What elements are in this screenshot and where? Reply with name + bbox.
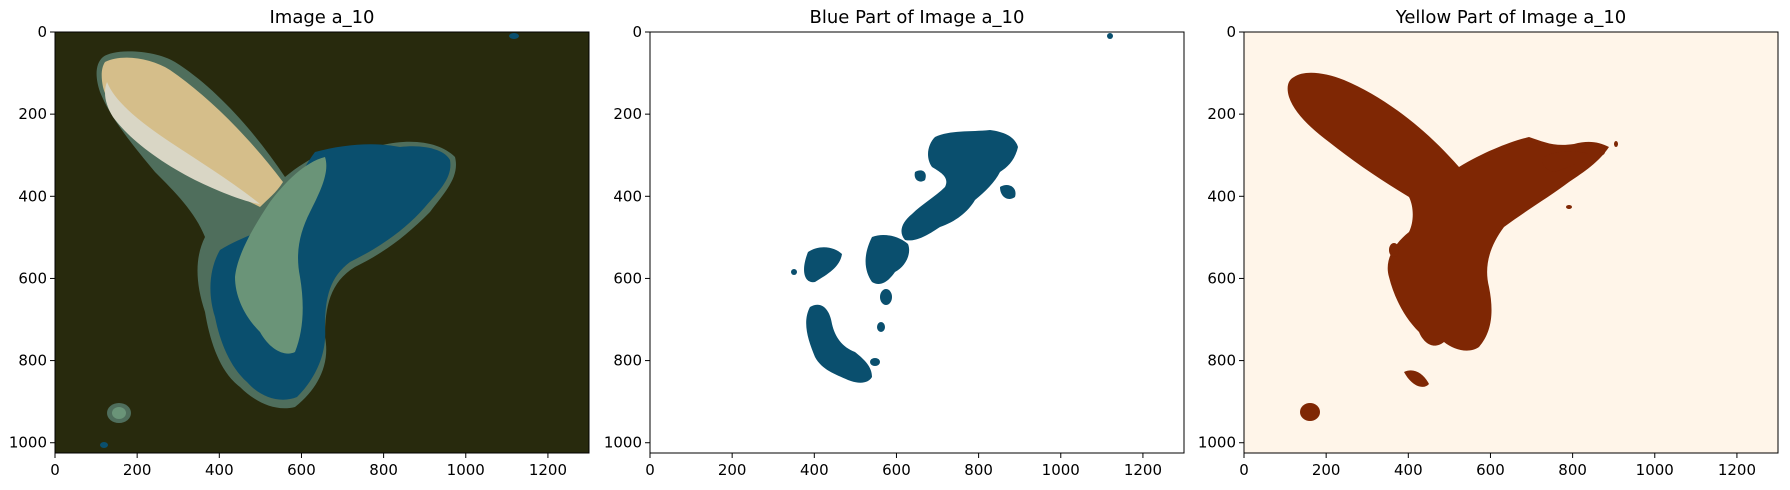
mask-lower-blob: [806, 304, 872, 383]
y-tick-label: 0: [37, 23, 47, 41]
mask-upper-small: [914, 170, 926, 182]
x-tick-label: 1000: [1636, 461, 1674, 479]
mask-right-blob: [1000, 185, 1016, 199]
y-axis: 0 200 400 600 800 1000: [9, 23, 55, 452]
x-tick-label: 600: [1476, 461, 1505, 479]
mask-middle-blob: [865, 234, 910, 284]
mask-speck: [1566, 205, 1572, 209]
x-tick-label: 1200: [1124, 461, 1162, 479]
x-tick-label: 600: [287, 461, 316, 479]
y-tick-label: 800: [18, 352, 47, 370]
object-tiny-blob: [509, 33, 519, 39]
x-tick-label: 400: [800, 461, 829, 479]
y-tick-label: 400: [18, 187, 47, 205]
x-tick-label: 1000: [447, 461, 485, 479]
mask-speck: [870, 358, 880, 366]
mask-speck: [1599, 149, 1605, 155]
y-tick-label: 800: [1207, 352, 1236, 370]
object-beige-arm: [101, 57, 283, 208]
axes-frame: [54, 31, 590, 454]
mask-main-shape: [1287, 72, 1609, 351]
x-tick-label: 0: [645, 461, 655, 479]
x-tick-label: 1200: [529, 461, 567, 479]
mask-speck: [877, 322, 885, 332]
y-tick-label: 200: [18, 105, 47, 123]
mask-lower-fragment: [1404, 370, 1429, 387]
panel-yellow-part: Yellow Part of Image a_10 0 200 400 600 800 1…: [1198, 7, 1779, 479]
x-axis: 0 200 400 600 800 1000 1200: [50, 453, 567, 479]
mask-left-blob: [804, 247, 842, 283]
object-small-blob-core: [112, 407, 126, 419]
mask-speck: [1614, 141, 1618, 147]
x-tick-label: 1200: [1718, 461, 1756, 479]
y-tick-label: 800: [613, 352, 642, 370]
y-tick-label: 0: [632, 23, 642, 41]
panel-title: Yellow Part of Image a_10: [1395, 7, 1627, 28]
x-tick-label: 0: [1239, 461, 1249, 479]
y-tick-label: 400: [613, 187, 642, 205]
panel-title: Image a_10: [269, 7, 374, 28]
x-axis: 0 200 400 600 800 1000 1200: [645, 453, 1162, 479]
mask-speck: [791, 269, 797, 275]
x-tick-label: 600: [882, 461, 911, 479]
x-tick-label: 0: [50, 461, 60, 479]
x-tick-label: 800: [369, 461, 398, 479]
mask-right-fragment: [1542, 151, 1589, 172]
object-green-region: [235, 157, 327, 354]
image-background: [650, 32, 1184, 453]
mask-speck: [880, 289, 892, 305]
y-tick-label: 600: [18, 269, 47, 287]
y-tick-label: 0: [1226, 23, 1236, 41]
x-tick-label: 200: [123, 461, 152, 479]
y-tick-label: 200: [613, 105, 642, 123]
x-tick-label: 200: [718, 461, 747, 479]
panel-original-image: Image a_10 0 200 400 600 800 1000 1200 0 200 400…: [9, 7, 590, 479]
mask-speck: [1389, 243, 1399, 257]
y-tick-label: 600: [613, 269, 642, 287]
y-axis: 0 200 400 600 800 1000: [1198, 23, 1244, 452]
y-tick-label: 1000: [1198, 434, 1236, 452]
x-axis: 0 200 400 600 800 1000 1200: [1239, 453, 1756, 479]
panel-title: Blue Part of Image a_10: [810, 7, 1025, 28]
y-tick-label: 1000: [9, 434, 47, 452]
y-tick-label: 600: [1207, 269, 1236, 287]
x-tick-label: 800: [964, 461, 993, 479]
y-tick-label: 200: [1207, 105, 1236, 123]
y-tick-label: 400: [1207, 187, 1236, 205]
x-tick-label: 400: [205, 461, 234, 479]
x-tick-label: 800: [1558, 461, 1587, 479]
x-tick-label: 1000: [1042, 461, 1080, 479]
axes-frame: [1243, 31, 1779, 454]
y-tick-label: 1000: [604, 434, 642, 452]
x-tick-label: 400: [1394, 461, 1423, 479]
panel-blue-part: Blue Part of Image a_10 0 200 400 600 800 100…: [604, 7, 1185, 479]
mask-upper-blob: [901, 130, 1018, 241]
mask-round-blob: [1300, 403, 1320, 421]
object-tiny-blob: [100, 442, 108, 448]
axes-frame: [649, 31, 1185, 454]
y-axis: 0 200 400 600 800 1000: [604, 23, 650, 452]
mask-speck: [1107, 33, 1113, 39]
x-tick-label: 200: [1312, 461, 1341, 479]
